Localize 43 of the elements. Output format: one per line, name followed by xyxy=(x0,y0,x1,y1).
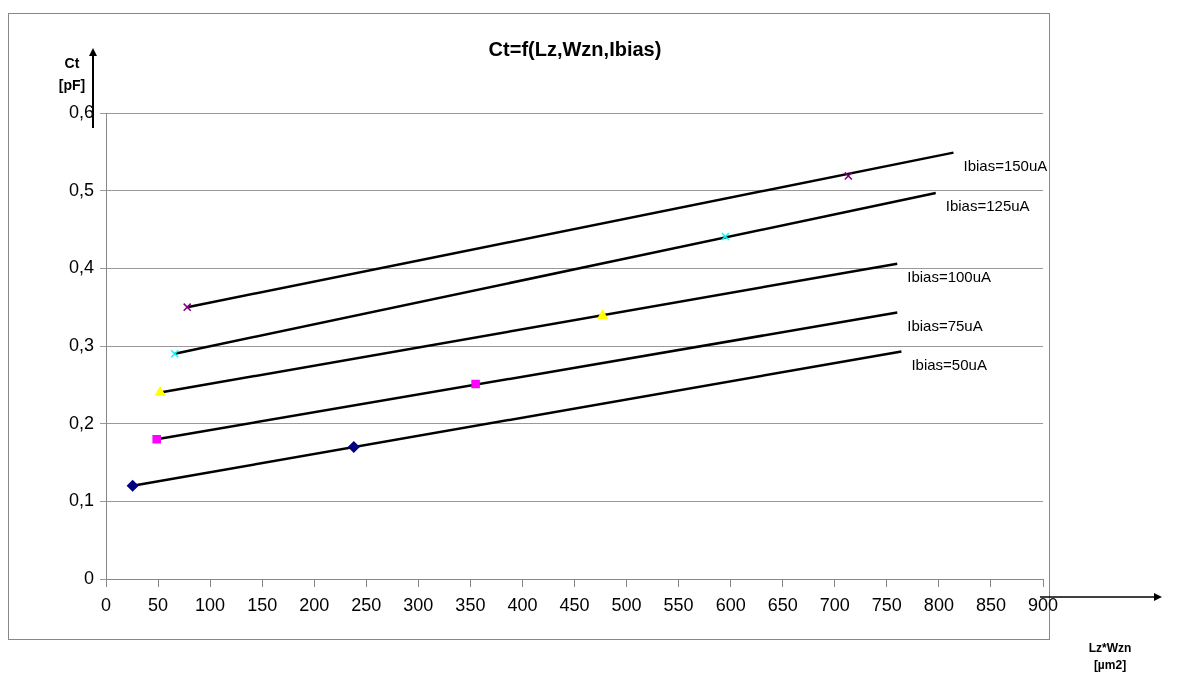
point xyxy=(348,441,360,453)
x-tick-label: 300 xyxy=(403,594,434,615)
x-tick-label: 0 xyxy=(100,594,112,615)
series-label: Ibias=125uA xyxy=(945,197,1030,215)
x-tick-label: 400 xyxy=(507,594,538,615)
x-tick-label: 550 xyxy=(663,594,694,615)
y-tick-label: 0,3 xyxy=(68,334,94,355)
x-tick-label: 650 xyxy=(767,594,798,615)
x-tick-label: 200 xyxy=(299,594,330,615)
x-tick-label: 500 xyxy=(611,594,642,615)
point xyxy=(182,302,192,312)
point xyxy=(597,309,608,319)
series-label: Ibias=75uA xyxy=(907,316,983,334)
x-tick-label: 750 xyxy=(871,594,902,615)
x-tick-label: 150 xyxy=(247,594,278,615)
series-label: Ibias=150uA xyxy=(963,156,1048,174)
x-tick-label: 900 xyxy=(1027,594,1059,615)
x-tick-label: 50 xyxy=(148,594,169,615)
point xyxy=(155,386,166,396)
y-tick-label: 0,4 xyxy=(68,257,94,278)
x-tick-label: 600 xyxy=(715,594,746,615)
x-axis-title: Lz*Wzn [µm2] xyxy=(1087,640,1133,673)
y-tick-label: 0,5 xyxy=(68,179,94,200)
y-tick-label: 0,2 xyxy=(68,412,94,433)
x-tick-label: 850 xyxy=(975,594,1006,615)
series-label: Ibias=100uA xyxy=(907,267,992,285)
point xyxy=(152,434,161,444)
point xyxy=(126,480,139,492)
y-tick-label: 0,1 xyxy=(68,490,94,511)
point xyxy=(721,232,730,241)
x-tick-label: 450 xyxy=(559,594,590,615)
point xyxy=(471,379,480,389)
point xyxy=(844,171,853,181)
x-tick-label: 100 xyxy=(195,594,226,615)
y-tick-label: 0 xyxy=(83,567,94,588)
x-tick-label: 800 xyxy=(923,594,954,615)
series-label: Ibias=50uA xyxy=(911,355,987,373)
x-tick-label: 700 xyxy=(819,594,850,615)
point xyxy=(170,349,179,359)
y-axis-title: Ct [pF] xyxy=(57,54,87,95)
x-tick-label: 250 xyxy=(351,594,382,615)
x-tick-label: 350 xyxy=(455,594,486,615)
chart-title: Ct=f(Lz,Wzn,Ibias) xyxy=(488,38,662,60)
